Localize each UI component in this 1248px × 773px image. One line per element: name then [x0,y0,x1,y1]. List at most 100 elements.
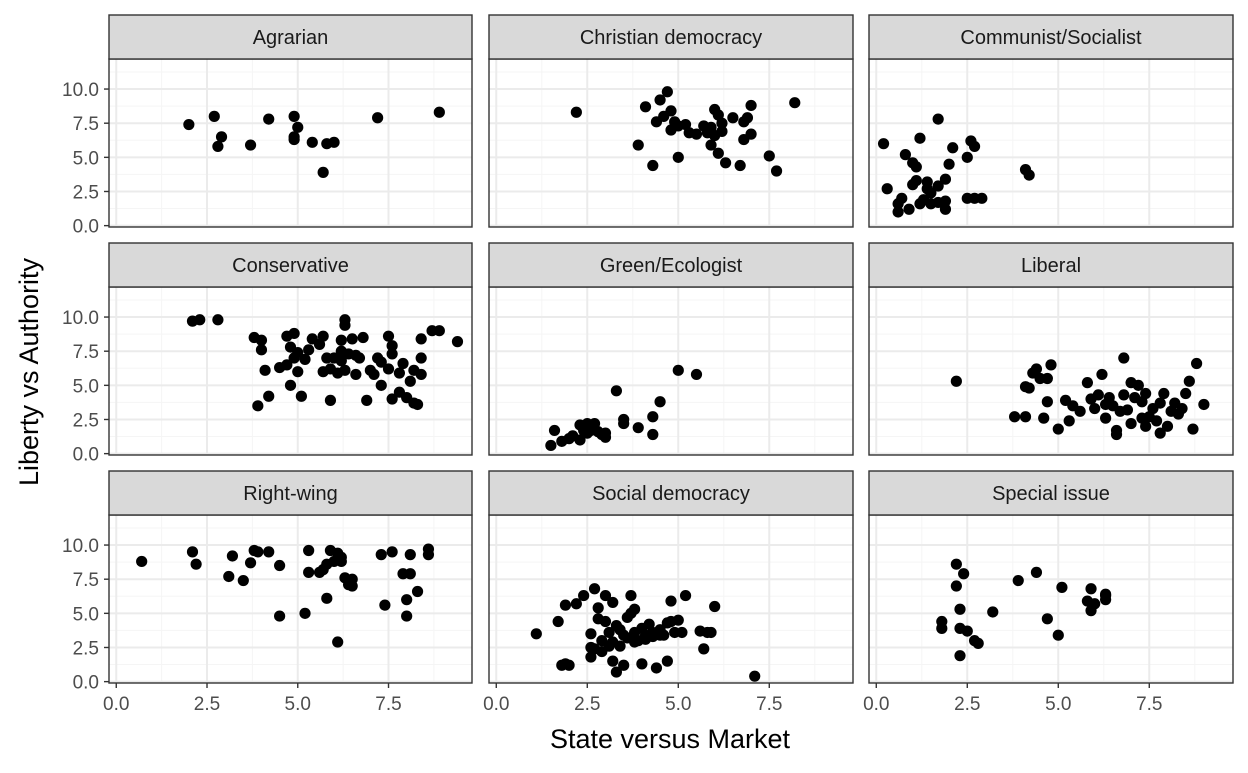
data-point [603,626,615,639]
data-point [614,640,626,652]
data-point [208,110,220,122]
data-point [763,150,775,162]
data-point [1009,411,1021,423]
data-point [1118,389,1130,401]
data-point [950,375,962,387]
data-point [244,557,257,569]
data-point [676,626,688,639]
data-point [570,106,582,118]
data-point [950,580,962,592]
data-point [288,133,300,146]
data-point [244,139,257,151]
data-point [288,327,300,340]
data-point [654,94,666,106]
data-point [1089,402,1101,415]
data-point [599,589,612,602]
data-point [936,622,948,634]
data-point [877,138,890,150]
data-point [610,385,623,397]
data-point [255,344,268,356]
data-point [745,99,757,112]
data-point [712,147,724,159]
facet-strip [108,470,473,516]
data-point [607,655,619,667]
data-point [1154,427,1166,439]
data-point [386,340,398,352]
x-tick-label: 2.5 [954,694,980,715]
facet-strip-label: Social democracy [592,483,750,505]
panel-background [489,287,853,455]
y-tick-label: 10.0 [62,536,99,557]
data-point [1041,613,1053,625]
data-point [1030,363,1043,375]
data-point [375,549,387,561]
facet-strip-label: Liberal [1021,255,1081,277]
x-tick-label: 7.5 [375,694,401,715]
data-point [690,128,703,140]
data-point [226,550,239,562]
data-point [299,353,311,365]
data-point [324,394,337,406]
data-point [339,319,351,331]
data-point [741,112,754,124]
y-tick-label: 7.5 [73,342,99,363]
data-point [1161,420,1174,432]
data-point [903,203,915,215]
data-point [599,615,612,628]
data-point [1041,396,1053,408]
x-tick-label: 5.0 [285,694,311,715]
data-point [328,136,340,148]
data-point [303,344,315,356]
data-point [1100,588,1112,600]
data-point [588,583,601,595]
data-point [679,589,692,602]
y-axis-title: Liberty vs Authority [14,257,44,486]
data-point [1041,372,1053,385]
x-tick-label: 0.0 [863,694,889,715]
data-point [335,551,347,563]
data-point [346,333,358,345]
data-point [954,603,966,615]
data-point [961,625,973,637]
x-tick-label: 7.5 [1136,694,1162,715]
data-point [650,662,663,674]
facet-strip-label: Agrarian [253,27,329,49]
x-tick-label: 2.5 [194,694,220,715]
x-tick-label: 7.5 [756,694,782,715]
facet-strip [108,14,473,60]
data-point [987,606,999,618]
facet-strip [868,14,1234,60]
data-point [335,334,347,346]
data-point [610,666,623,678]
panel-background [869,287,1233,455]
data-point [585,628,597,640]
data-point [716,117,728,129]
data-point [401,610,413,622]
data-point [607,596,619,609]
data-point [237,574,249,587]
data-point [317,330,329,342]
data-point [372,112,384,124]
panels-layer: Agrarian Christian democracy Communist/Soc… [108,14,1234,684]
data-point [433,106,445,118]
data-point [252,546,264,558]
data-point [1063,415,1075,427]
data-point [789,97,801,109]
data-point [1176,402,1188,415]
data-point [1038,412,1050,424]
y-tick-label: 7.5 [73,114,99,135]
data-point [292,366,304,378]
data-point [263,546,275,558]
data-point [379,599,391,611]
data-point [274,610,286,622]
data-point [574,434,586,446]
data-point [1085,583,1097,595]
x-tick-label: 0.0 [103,694,129,715]
data-point [263,113,275,125]
data-point [404,549,416,561]
data-point [263,390,275,402]
y-tick-label: 2.5 [73,182,99,203]
data-point [570,598,582,610]
data-point [368,368,380,381]
data-point [639,101,652,113]
